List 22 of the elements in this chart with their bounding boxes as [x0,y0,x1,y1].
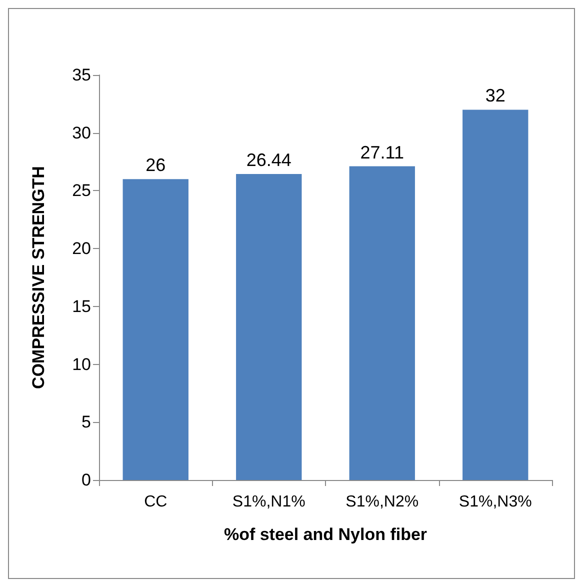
y-tick-label: 35 [72,66,91,84]
y-tick-label: 0 [82,470,91,490]
x-tick-label: CC [144,494,168,510]
bar [236,174,302,480]
y-tick-label: 15 [72,296,91,316]
bar [462,110,528,480]
y-tick-label: 25 [72,181,91,200]
y-tick-label: 5 [82,412,91,432]
y-tick-label: 10 [72,354,91,374]
y-tick-label: 30 [72,123,91,142]
x-tick-label: S1%,N1% [232,494,306,510]
x-tick-label: S1%,N2% [346,494,419,510]
bar [122,179,188,480]
y-axis-title: COMPRESSIVE STRENGTH [29,166,48,389]
x-axis-title: %of steel and Nylon fiber [224,525,428,544]
data-label: 32 [485,86,506,106]
y-tick-label: 20 [72,239,91,258]
data-label: 26.44 [246,150,292,170]
x-tick-label: S1%,N3% [458,494,532,510]
bar [349,166,415,480]
data-label: 27.11 [360,142,404,162]
data-label: 26 [146,155,166,176]
